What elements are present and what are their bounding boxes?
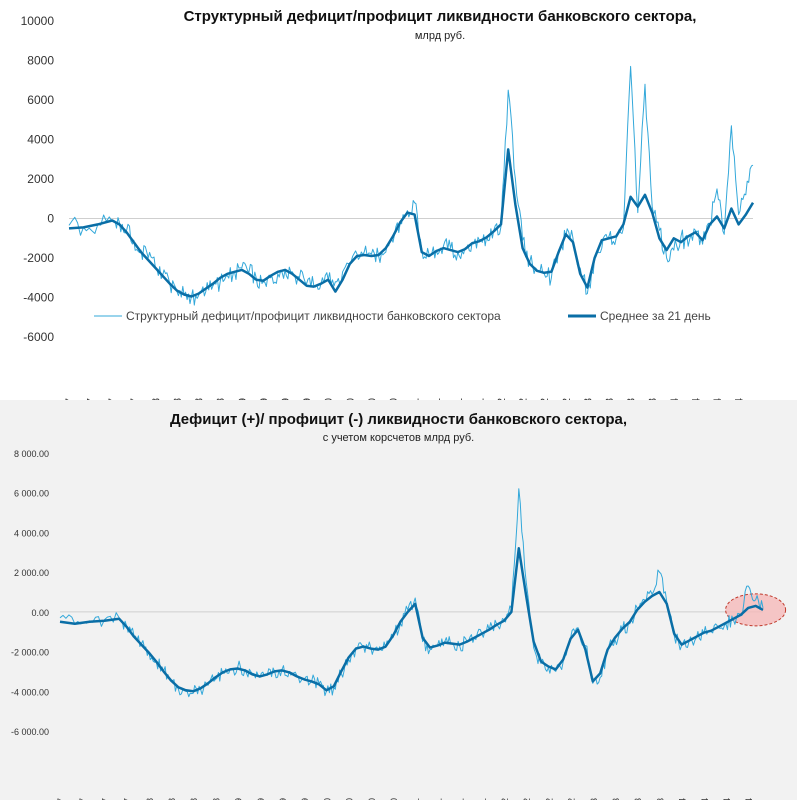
chart-panel-structural: Структурный дефицит/профицит ликвидности…: [20, 8, 755, 400]
x-tick-label: 01-2023: [589, 798, 599, 800]
x-tick-label: 01-2022: [500, 798, 510, 800]
x-tick-label: 01-2020: [322, 798, 332, 800]
x-tick-label: 10-2018: [211, 798, 221, 800]
x-tick-label: 04-2017: [78, 798, 88, 800]
highlight-marker: [725, 593, 787, 627]
x-tick-label: 08-2022: [539, 398, 551, 400]
y-tick-label: 10000: [21, 14, 55, 28]
x-tick-label: 08-2017: [107, 398, 119, 400]
x-tick-label: 10-2023: [655, 798, 665, 800]
x-tick-label: 04-2021: [433, 798, 443, 800]
x-tick-label: 05-2020: [345, 398, 357, 400]
x-tick-label: 10-2024: [744, 798, 754, 800]
x-tick-label: 08-2023: [626, 398, 638, 400]
y-tick-label: 4000: [27, 133, 54, 147]
x-tick-label: 01-2017: [56, 798, 66, 800]
chart-title: Структурный дефицит/профицит ликвидности…: [183, 8, 697, 25]
x-tick-label: 08-2024: [712, 398, 724, 400]
x-tick-label: 07-2024: [722, 798, 732, 800]
series-line-average: [59, 547, 764, 693]
x-tick-label: 07-2020: [367, 798, 377, 800]
y-tick-label: 2 000.00: [14, 568, 49, 578]
x-tick-label: 08-2019: [280, 398, 292, 400]
x-tick-label: 11-2023: [647, 398, 659, 400]
chart-title: Дефицит (+)/ профицит (-) ликвидности ба…: [169, 411, 628, 428]
x-tick-label: 05-2021: [431, 398, 443, 400]
x-tick-label: 01-2021: [411, 798, 421, 800]
x-tick-label: 10-2020: [389, 798, 399, 800]
x-tick-label: 05-2017: [86, 398, 98, 400]
x-tick-label: 04-2023: [611, 798, 621, 800]
x-tick-label: 11-2018: [215, 398, 227, 400]
x-tick-label: 11-2020: [388, 398, 400, 400]
y-tick-label: 4 000.00: [14, 528, 49, 538]
x-tick-label: 05-2024: [690, 398, 702, 400]
y-tick-label: -2 000.00: [11, 648, 49, 658]
y-tick-label: -6000: [23, 330, 54, 344]
y-tick-label: -2000: [23, 251, 54, 265]
x-tick-label: 05-2018: [172, 398, 184, 400]
y-tick-label: 6000: [27, 93, 54, 107]
x-tick-label: 02-2021: [410, 398, 422, 400]
chart-subtitle: с учетом корсчетов млрд руб.: [322, 432, 475, 444]
series-line-daily: [59, 488, 764, 698]
y-tick-label: 6 000.00: [14, 489, 49, 499]
x-tick-label: 01-2024: [678, 798, 688, 800]
chart-subtitle: млрд руб.: [414, 30, 466, 42]
y-tick-label: -4000: [23, 291, 54, 305]
x-tick-label: 10-2019: [300, 798, 310, 800]
x-tick-label: 11-2017: [129, 398, 141, 400]
x-tick-label: 01-2018: [145, 798, 155, 800]
x-tick-label: 02-2024: [669, 398, 681, 400]
x-tick-label: 04-2018: [167, 798, 177, 800]
chart-panel-deficit: Дефицит (+)/ профицит (-) ликвидности ба…: [0, 400, 797, 800]
y-tick-label: 8000: [27, 54, 54, 68]
structural-liquidity-chart: 10000 8000 6000 4000 2000 0 -2000 -4000 -6000 02-…: [21, 14, 755, 400]
x-tick-label: 02-2019: [237, 398, 249, 400]
series-line-average: [68, 148, 755, 298]
x-tick-label: 04-2022: [522, 798, 532, 800]
x-tick-label: 07-2018: [189, 798, 199, 800]
x-tick-label: 05-2022: [518, 398, 530, 400]
x-tick-label: 02-2023: [582, 398, 594, 400]
y-tick-label: -6 000.00: [11, 727, 49, 737]
x-tick-label: 08-2020: [366, 398, 378, 400]
y-tick-label: 0: [47, 212, 54, 226]
x-tick-label: 10-2021: [478, 798, 488, 800]
x-tick-label: 05-2019: [258, 398, 270, 400]
x-tick-label: 07-2019: [278, 798, 288, 800]
x-tick-label: 10-2017: [123, 798, 133, 800]
x-tick-label: 07-2023: [633, 798, 643, 800]
x-tick-label: 05-2023: [604, 398, 616, 400]
x-tick-label: 11-2021: [474, 398, 486, 400]
x-tick-label: 02-2020: [323, 398, 335, 400]
y-tick-label: -4 000.00: [11, 687, 49, 697]
x-tick-label: 10-2022: [567, 798, 577, 800]
x-tick-label: 07-2021: [456, 798, 466, 800]
x-tick-label: 07-2022: [544, 798, 554, 800]
legend-label-daily: Структурный дефицит/профицит ликвидности…: [126, 309, 501, 323]
x-tick-label: 04-2020: [345, 798, 355, 800]
series-line-daily: [68, 65, 754, 306]
x-tick-label: 08-2018: [194, 398, 206, 400]
x-tick-label: 01-2019: [234, 798, 244, 800]
x-tick-label: 04-2019: [256, 798, 266, 800]
x-tick-label: 02-2018: [150, 398, 162, 400]
x-tick-label: 11-2022: [561, 398, 573, 400]
x-tick-label: 02-2022: [496, 398, 508, 400]
x-tick-label: 11-2024: [734, 398, 746, 400]
x-tick-label: 07-2017: [100, 798, 110, 800]
x-tick-label: 11-2019: [302, 398, 314, 400]
y-tick-label: 0.00: [31, 608, 49, 618]
legend-label-average: Среднее за 21 день: [600, 309, 711, 323]
deficit-surplus-chart: 8 000.00 6 000.00 4 000.00 2 000.00 0.00 -2 0…: [11, 449, 787, 800]
x-tick-label: 02-2017: [64, 398, 76, 400]
y-tick-label: 2000: [27, 172, 54, 186]
y-tick-label: 8 000.00: [14, 449, 49, 459]
x-tick-label: 08-2021: [453, 398, 465, 400]
x-tick-label: 04-2024: [700, 798, 710, 800]
